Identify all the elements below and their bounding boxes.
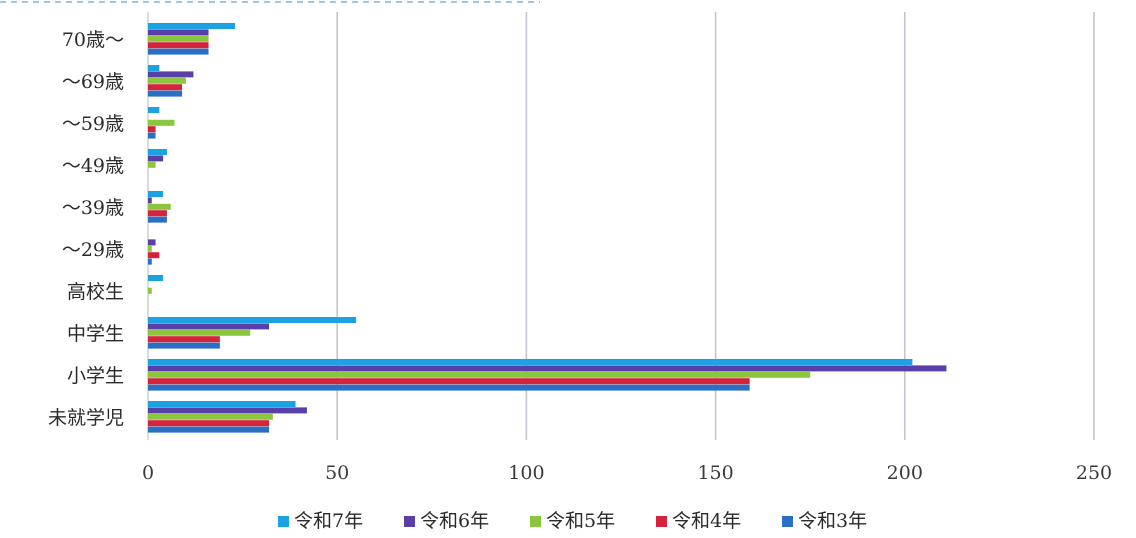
bar-5-3 — [148, 252, 160, 259]
bar-7-2 — [148, 329, 251, 336]
bar-8-4 — [148, 384, 750, 391]
category-label-3: 〜49歳 — [62, 155, 124, 177]
bar-1-4 — [148, 90, 183, 97]
category-label-4: 〜39歳 — [62, 197, 124, 219]
bar-0-3 — [148, 42, 209, 49]
legend-swatch-3 — [656, 516, 667, 527]
x-tick-3: 150 — [697, 462, 733, 484]
bar-4-0 — [148, 191, 164, 197]
legend-swatch-0 — [278, 516, 289, 527]
bar-6-2 — [148, 287, 152, 294]
legend-swatch-4 — [782, 516, 793, 527]
bar-8-3 — [148, 378, 750, 385]
category-label-8: 小学生 — [67, 365, 124, 387]
bar-3-1 — [148, 155, 164, 162]
bar-1-3 — [148, 84, 183, 91]
bar-0-1 — [148, 29, 209, 36]
category-label-5: 〜29歳 — [62, 239, 124, 261]
bar-7-4 — [148, 342, 220, 349]
bar-0-0 — [148, 23, 236, 29]
bar-1-1 — [148, 71, 194, 78]
bar-9-3 — [148, 420, 270, 427]
bar-5-1 — [148, 239, 156, 246]
category-label-6: 高校生 — [67, 281, 124, 303]
legend-label-1: 令和6年 — [420, 510, 489, 532]
x-tick-labels: 0 50 100 150 200 250 — [142, 462, 1112, 484]
bar-7-0 — [148, 317, 357, 323]
bar-5-2 — [148, 245, 152, 252]
x-tick-1: 50 — [325, 462, 349, 484]
bar-9-0 — [148, 401, 296, 407]
category-label-7: 中学生 — [67, 323, 124, 345]
bar-2-2 — [148, 119, 175, 126]
bar-9-1 — [148, 407, 307, 414]
bars — [148, 23, 947, 433]
bar-8-2 — [148, 371, 811, 378]
bar-4-2 — [148, 203, 171, 210]
x-tick-0: 0 — [142, 462, 154, 484]
bar-0-2 — [148, 35, 209, 42]
bar-2-0 — [148, 107, 160, 113]
bar-2-4 — [148, 132, 156, 139]
legend-label-4: 令和3年 — [798, 510, 867, 532]
bar-3-0 — [148, 149, 167, 155]
bar-7-3 — [148, 336, 220, 343]
bar-2-3 — [148, 126, 156, 133]
bar-7-1 — [148, 323, 270, 330]
bar-1-0 — [148, 65, 160, 71]
bar-8-1 — [148, 365, 947, 372]
bar-4-1 — [148, 197, 152, 204]
bar-0-4 — [148, 48, 209, 55]
x-tick-5: 250 — [1076, 462, 1112, 484]
legend-label-3: 令和4年 — [672, 510, 741, 532]
category-label-1: 〜69歳 — [62, 71, 124, 93]
legend-label-2: 令和5年 — [546, 510, 615, 532]
bar-6-0 — [148, 275, 164, 281]
category-label-2: 〜59歳 — [62, 113, 124, 135]
bar-4-4 — [148, 216, 167, 223]
x-tick-4: 200 — [887, 462, 923, 484]
bar-9-2 — [148, 413, 273, 420]
bar-4-3 — [148, 210, 167, 217]
bar-3-2 — [148, 161, 156, 168]
legend: 令和7年 令和6年 令和5年 令和4年 令和3年 — [278, 510, 867, 532]
category-label-0: 70歳〜 — [62, 29, 124, 51]
x-tick-2: 100 — [508, 462, 544, 484]
bar-9-4 — [148, 426, 270, 433]
category-label-9: 未就学児 — [48, 407, 124, 429]
bar-8-0 — [148, 359, 913, 365]
bar-5-4 — [148, 258, 152, 265]
legend-label-0: 令和7年 — [294, 510, 363, 532]
bar-1-2 — [148, 77, 186, 84]
legend-swatch-2 — [530, 516, 541, 527]
legend-swatch-1 — [404, 516, 415, 527]
